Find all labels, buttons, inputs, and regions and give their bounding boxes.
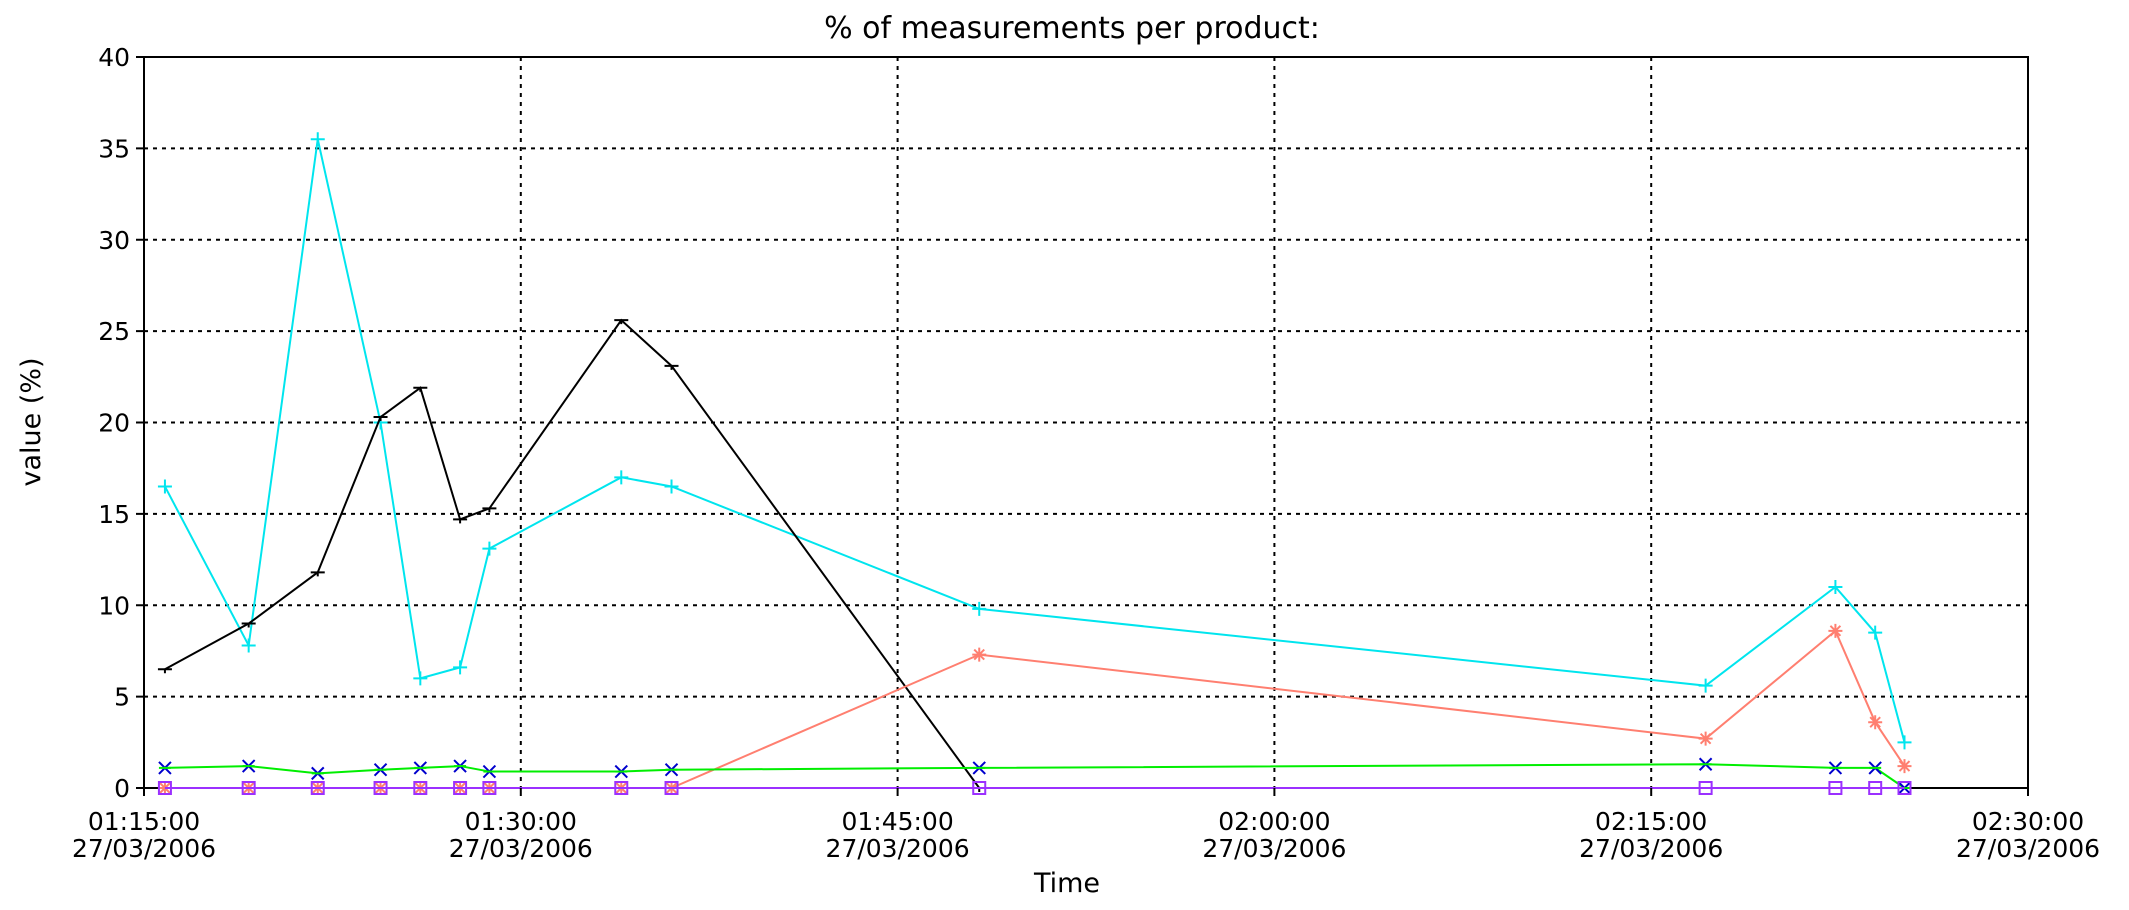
- y-tick-label: 10: [98, 591, 130, 620]
- dash-marker: [310, 571, 325, 577]
- x-tick-label-date: 27/03/2006: [449, 834, 593, 863]
- y-tick-label: 5: [114, 683, 130, 712]
- plus-marker: [1897, 735, 1912, 750]
- x-tick-label-time: 02:15:00: [1595, 807, 1707, 836]
- plus-marker: [157, 479, 172, 494]
- plus-marker: [614, 470, 629, 485]
- y-tick-label: 0: [114, 774, 130, 803]
- dash-marker: [157, 668, 172, 674]
- plus-marker: [310, 132, 325, 147]
- asterisk-marker: [1698, 731, 1713, 746]
- series-1: [157, 318, 987, 792]
- series-4: [157, 781, 1912, 795]
- plus-marker: [453, 660, 468, 675]
- dash-marker: [664, 364, 679, 370]
- dash-marker: [614, 319, 629, 325]
- x-tick-label-time: 01:15:00: [88, 807, 200, 836]
- asterisk-marker: [972, 647, 987, 662]
- series-layer: [157, 132, 1912, 795]
- plus-marker: [1828, 579, 1843, 594]
- square-marker: [453, 781, 468, 795]
- y-tick-label: 25: [98, 317, 130, 346]
- plus-marker: [1698, 678, 1713, 693]
- plus-marker: [1868, 625, 1883, 640]
- square-marker: [1897, 781, 1912, 795]
- asterisk-marker: [1868, 715, 1883, 730]
- square-marker: [241, 781, 256, 795]
- asterisk-marker: [157, 781, 172, 795]
- y-tick-label: 20: [98, 409, 130, 438]
- x-tick-label-date: 27/03/2006: [1956, 834, 2100, 863]
- x-tick-label-time: 02:30:00: [1972, 807, 2084, 836]
- dash-marker: [241, 622, 256, 628]
- x-tick-label-date: 27/03/2006: [72, 834, 216, 863]
- y-axis-title: value (%): [16, 357, 47, 486]
- grid: [144, 57, 2028, 788]
- dash-marker: [373, 416, 388, 422]
- y-tick-label: 30: [98, 226, 130, 255]
- plus-marker: [413, 671, 428, 686]
- square-marker: [310, 781, 325, 795]
- square-marker: [1698, 781, 1713, 795]
- square-marker: [614, 781, 629, 795]
- x-tick-label-time: 02:00:00: [1218, 807, 1330, 836]
- square-marker: [413, 781, 428, 795]
- asterisk-marker: [1897, 759, 1912, 774]
- plus-marker: [972, 601, 987, 616]
- x-tick-label-date: 27/03/2006: [1202, 834, 1346, 863]
- square-marker: [664, 781, 679, 795]
- square-marker: [1868, 781, 1883, 795]
- x-tick-label-time: 01:30:00: [465, 807, 577, 836]
- y-tick-label: 40: [98, 43, 130, 72]
- dash-marker: [482, 507, 497, 513]
- plus-marker: [241, 638, 256, 653]
- square-marker: [482, 781, 497, 795]
- y-axis-ticks: 0 5 10 15 20 25 30 35 40: [98, 43, 144, 803]
- square-marker: [157, 781, 172, 795]
- y-tick-label: 15: [98, 500, 130, 529]
- series-line: [164, 318, 981, 789]
- square-marker: [1828, 781, 1843, 795]
- series-line: [164, 763, 1906, 789]
- series-0: [157, 132, 1912, 750]
- square-marker: [972, 781, 987, 795]
- series-line: [164, 139, 1906, 743]
- x-axis-title: Time: [1033, 868, 1100, 899]
- x-tick-label-time: 01:45:00: [841, 807, 953, 836]
- y-tick-label: 35: [98, 134, 130, 163]
- plus-marker: [482, 541, 497, 556]
- x-tick-label-date: 27/03/2006: [826, 834, 970, 863]
- x-axis-ticks: 01:15:0027/03/200601:30:0027/03/200601:4…: [72, 788, 2100, 863]
- series-3: [158, 757, 1912, 795]
- square-marker: [373, 781, 388, 795]
- dash-marker: [413, 386, 428, 392]
- chart-title: % of measurements per product:: [824, 11, 1320, 46]
- x-tick-label-date: 27/03/2006: [1579, 834, 1723, 863]
- asterisk-marker: [1828, 623, 1843, 638]
- plus-marker: [664, 479, 679, 494]
- dash-marker: [453, 518, 468, 524]
